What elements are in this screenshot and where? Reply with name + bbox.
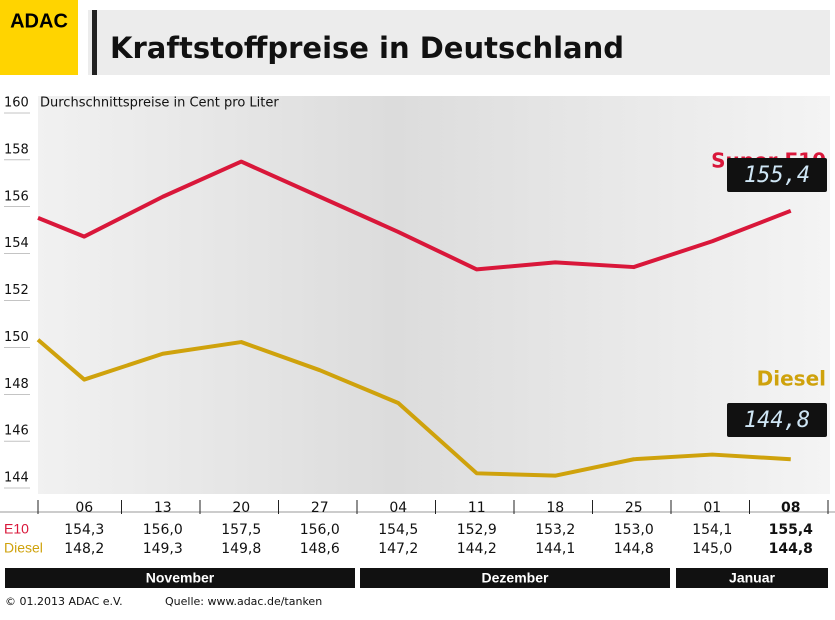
row-label: Diesel: [4, 540, 43, 556]
value-label: 155,4: [769, 522, 814, 538]
y-tick-label: 150: [4, 330, 29, 345]
value-label: 152,9: [457, 522, 497, 538]
value-label: 144,8: [614, 541, 654, 557]
plot-background: [38, 96, 830, 494]
value-label: 153,2: [535, 522, 575, 538]
line: [36, 338, 791, 478]
value-label: 157,5: [221, 522, 261, 538]
x-tick-label: 04: [389, 500, 407, 516]
month-bar: [676, 568, 828, 588]
value-label: 144,8: [769, 541, 813, 557]
chart-title: Kraftstoffpreise in Deutschland: [110, 31, 624, 65]
display: [727, 158, 827, 192]
value-label: 144,1: [535, 541, 575, 557]
x-tick-label: 01: [703, 500, 721, 516]
title-bar: [92, 10, 97, 75]
value-label: 148,2: [64, 541, 104, 557]
value-label: 149,8: [221, 541, 261, 557]
display: [727, 403, 827, 437]
y-tick-label: 146: [4, 424, 29, 439]
line: [37, 159, 792, 272]
y-tick-label: 156: [4, 189, 29, 204]
value-label: 154,1: [692, 522, 732, 538]
x-tick-label: 27: [311, 500, 329, 516]
x-tick-label: 20: [232, 500, 250, 516]
value-label: 156,0: [143, 522, 183, 538]
value-label: 147,2: [378, 541, 418, 557]
footer: © 01.2013 ADAC e.V.: [5, 595, 123, 608]
month-label: November: [146, 570, 215, 586]
value-label: 154,5: [378, 522, 418, 538]
series-label: Diesel: [757, 367, 826, 391]
month-label: Dezember: [482, 570, 549, 586]
x-tick-label: 18: [546, 500, 564, 516]
x-tick-label: 25: [625, 500, 643, 516]
month-bar: [5, 568, 355, 588]
value-label: 149,3: [143, 541, 183, 557]
subtitle: Durchschnittspreise in Cent pro Liter: [40, 96, 279, 111]
month-bar: [360, 568, 670, 588]
value-label: 156,0: [300, 522, 340, 538]
y-tick-label: 152: [4, 283, 29, 298]
month-label: Januar: [729, 570, 775, 586]
logo-box: [0, 0, 78, 75]
value-label: 145,0: [692, 541, 732, 557]
source: Quelle: www.adac.de/tanken: [165, 595, 322, 608]
logo: ADAC: [10, 10, 68, 32]
row-label: E10: [4, 521, 29, 537]
y-tick-label: 144: [4, 471, 29, 486]
y-tick-label: 154: [4, 236, 29, 251]
y-tick-label: 158: [4, 142, 29, 157]
x-tick-label: 13: [154, 500, 172, 516]
value-label: 153,0: [614, 522, 654, 538]
x-tick-label: 11: [468, 500, 486, 516]
value-label: 148,6: [300, 541, 340, 557]
x-tick-label: 06: [75, 500, 93, 516]
display-value: 144,8: [744, 408, 810, 433]
y-tick-label: 148: [4, 377, 29, 392]
title-box: [88, 10, 830, 75]
value-label: 154,3: [64, 522, 104, 538]
value-label: 144,2: [457, 541, 497, 557]
y-tick-label: 160: [4, 96, 29, 111]
display-value: 155,4: [744, 163, 810, 188]
x-tick-label: 08: [781, 500, 800, 516]
